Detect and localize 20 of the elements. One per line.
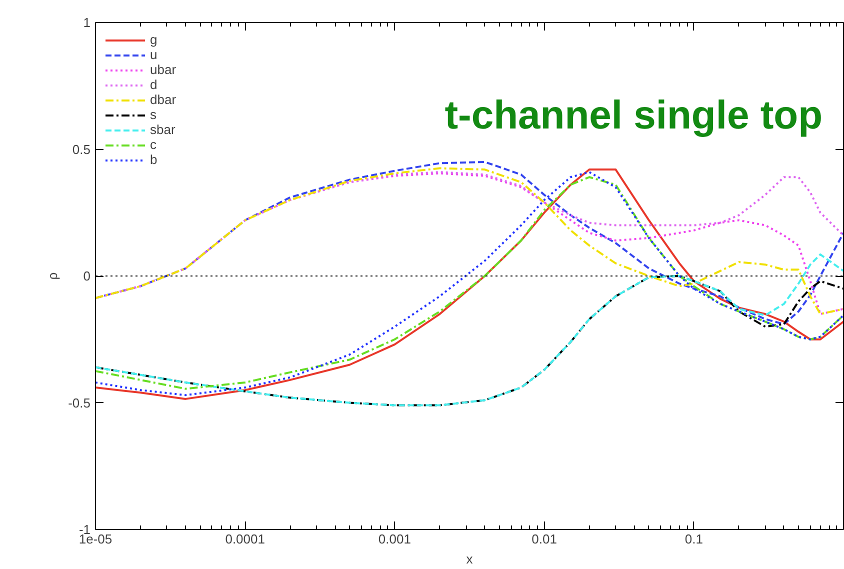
x-tick-label: 0.0001 (225, 532, 265, 546)
legend-label: g (150, 32, 158, 47)
x-axis-title: x (466, 552, 474, 566)
x-tick-label: 0.1 (684, 532, 703, 546)
legend-label: d (150, 77, 158, 92)
legend-label: b (150, 152, 158, 167)
x-tick-label: 0.001 (378, 532, 411, 546)
text: t-channel single top (444, 94, 823, 138)
y-tick-label: 0 (83, 268, 91, 284)
legend-label: u (150, 47, 158, 62)
x-tick-label: 0.01 (532, 532, 557, 546)
legend-label: s (150, 107, 158, 122)
y-axis-title: ρ (45, 272, 60, 280)
y-tick-label: 0.5 (72, 142, 91, 157)
y-tick-label: 1 (83, 15, 91, 30)
legend-label: sbar (150, 122, 176, 137)
legend-label: ubar (150, 62, 176, 77)
y-tick-label: -0.5 (68, 395, 91, 410)
legend-label: c (150, 137, 158, 152)
legend-label: dbar (150, 92, 176, 107)
